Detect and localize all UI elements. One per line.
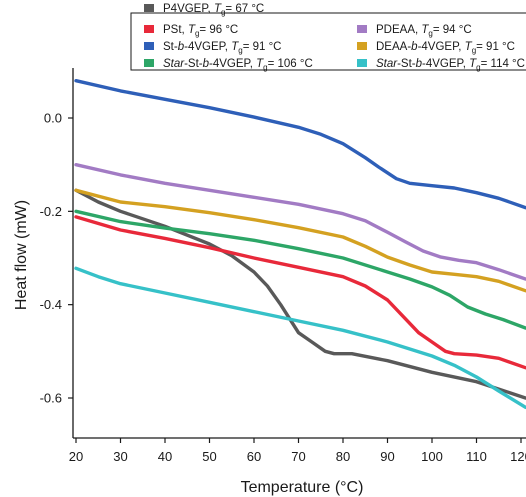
series-line-3: [74, 79, 526, 210]
axes: [72, 68, 526, 439]
legend-entry-label: Star-St-b-4VGEP, Tg= 106 °C: [163, 58, 313, 72]
series-layer: [74, 79, 526, 409]
series-line-4: [74, 209, 526, 330]
x-tick-label: 110: [466, 449, 487, 464]
legend: P4VGEP, Tg= 67 °C PSt, Tg= 96 °C St-b-4VGE…: [130, 3, 526, 72]
x-tick-label: 120: [510, 449, 526, 464]
legend-entries: P4VGEP, Tg= 67 °C PSt, Tg= 96 °C St-b-4VGE…: [144, 3, 525, 72]
x-tick-label: 40: [158, 449, 172, 464]
legend-entry-label: Star-St-b-4VGEP, Tg= 114 °C: [376, 58, 525, 72]
series-line-7: [74, 266, 526, 409]
legend-entry-label: St-b-4VGEP, Tg= 91 °C: [163, 41, 282, 55]
x-tick-label: 100: [421, 449, 443, 464]
x-tick-label: 60: [247, 449, 261, 464]
series-line-2: [74, 215, 526, 370]
x-tick-label: 50: [202, 449, 216, 464]
series-line-5: [74, 163, 526, 281]
legend-frame: [130, 12, 526, 71]
legend-swatch: [144, 25, 154, 33]
x-tick-label: 90: [380, 449, 394, 464]
legend-entry-label: PDEAA, Tg= 94 °C: [376, 24, 472, 38]
y-axis-title: Heat flow (mW): [13, 200, 30, 310]
legend-swatch: [144, 59, 154, 67]
y-tick-label: -0.4: [40, 297, 62, 312]
x-tick-label: 70: [291, 449, 305, 464]
legend-swatch: [144, 4, 154, 12]
x-axis-title: Temperature (°C): [241, 479, 364, 496]
x-tick-label: 30: [113, 449, 127, 464]
y-tick-label: 0.0: [44, 111, 62, 126]
y-ticks: 0.0 -0.2 -0.4 -0.6: [40, 111, 73, 406]
y-tick-label: -0.2: [40, 204, 62, 219]
x-tick-label: 20: [69, 449, 83, 464]
series-line-6: [74, 188, 526, 293]
legend-swatch: [357, 59, 367, 67]
y-tick-label: -0.6: [40, 391, 62, 406]
legend-swatch: [357, 25, 367, 33]
legend-entry-label: DEAA-b-4VGEP, Tg= 91 °C: [376, 41, 515, 55]
x-tick-label: 80: [336, 449, 350, 464]
x-ticks: 20 30 40 50 60 70 80 90 100 110 120: [69, 438, 526, 464]
legend-entry-label: PSt, Tg= 96 °C: [163, 24, 238, 38]
legend-swatch: [144, 42, 154, 50]
legend-swatch: [357, 42, 367, 50]
legend-entry-label: P4VGEP, Tg= 67 °C: [163, 3, 264, 17]
